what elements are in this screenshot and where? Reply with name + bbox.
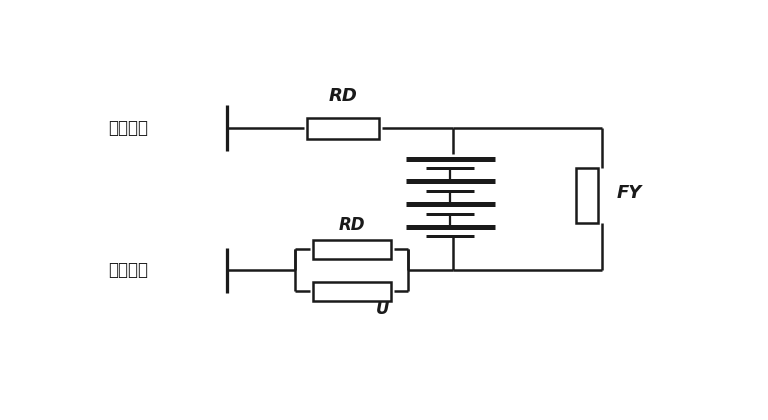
Text: RD: RD (339, 216, 366, 234)
Text: RD: RD (329, 87, 357, 105)
Bar (307, 118, 379, 139)
Text: 动力母线: 动力母线 (108, 119, 148, 137)
Text: U: U (376, 300, 389, 318)
Text: 动力母线: 动力母线 (108, 261, 148, 279)
Bar (576, 168, 598, 223)
Bar (313, 239, 391, 259)
Bar (313, 282, 391, 301)
Text: FY: FY (617, 184, 642, 202)
